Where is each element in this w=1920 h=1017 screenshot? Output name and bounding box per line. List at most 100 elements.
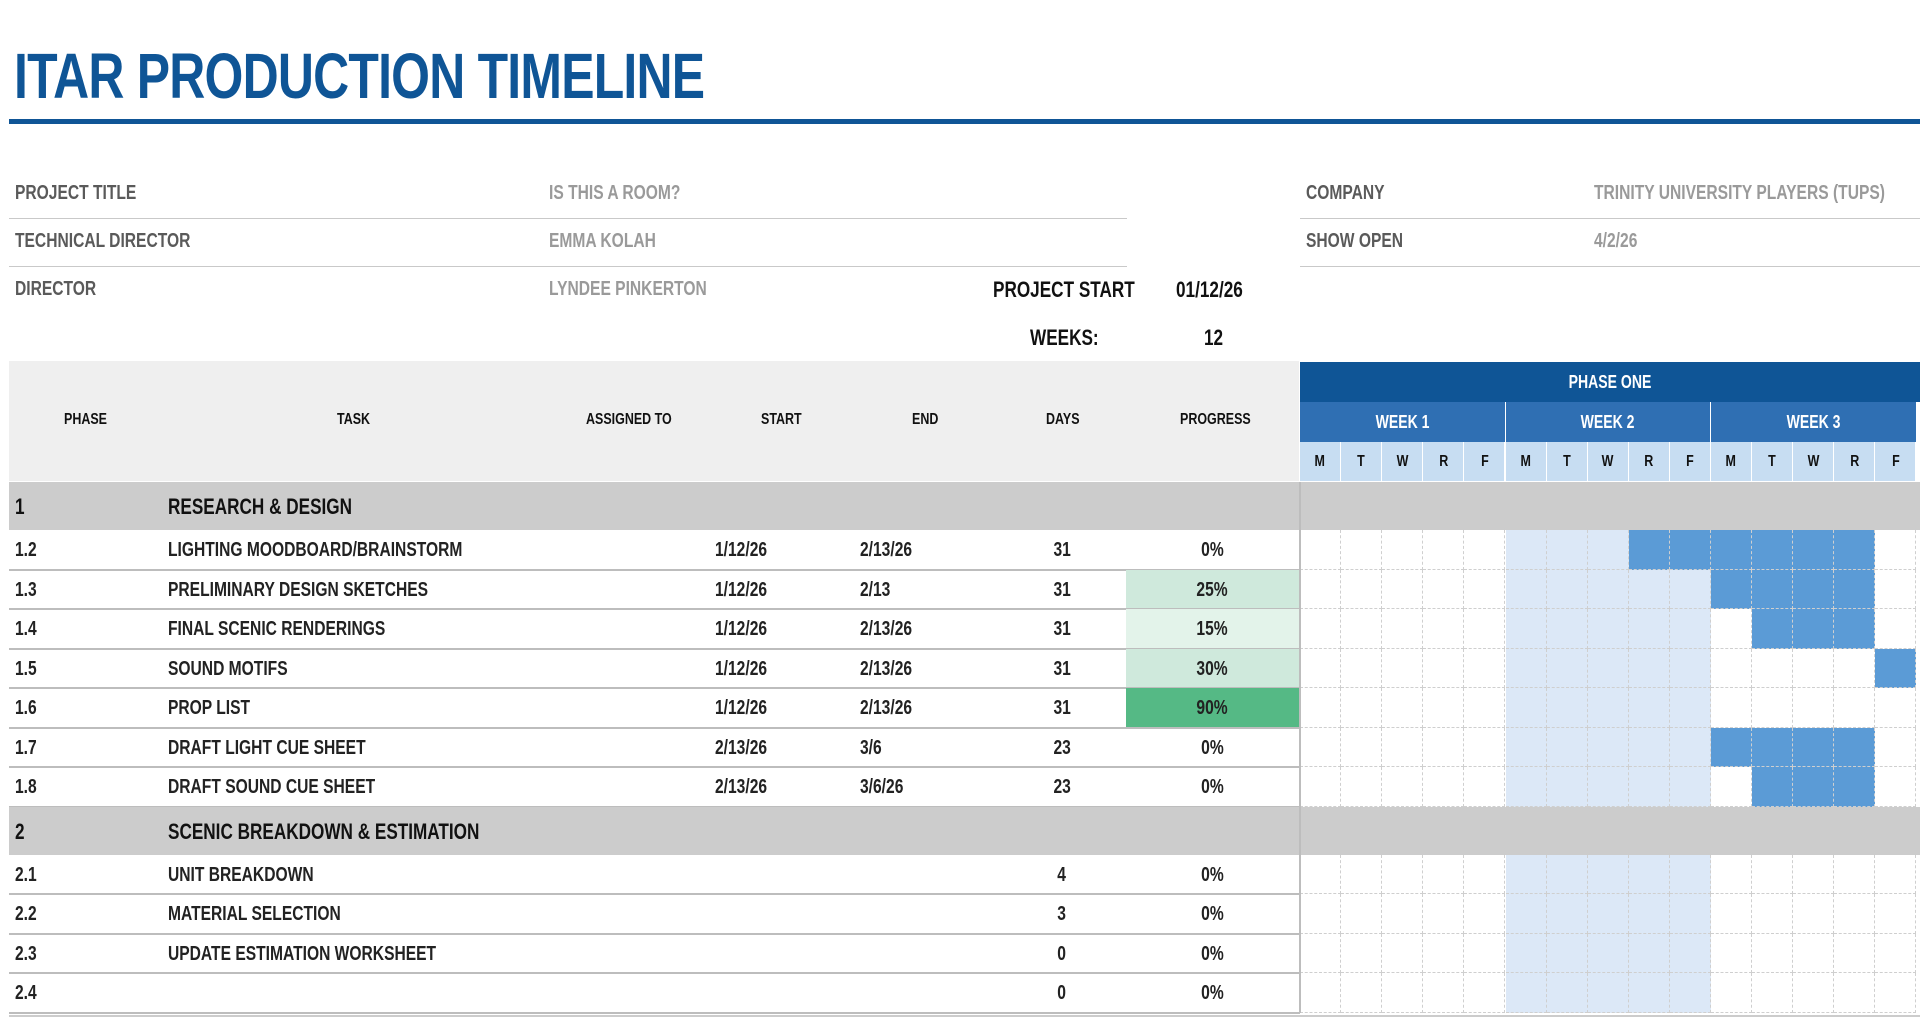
gantt-cell[interactable]	[1505, 648, 1547, 688]
gantt-cell[interactable]	[1382, 973, 1424, 1013]
task-end[interactable]: 2/13/26	[860, 618, 927, 641]
task-phase[interactable]: 1.6	[15, 697, 43, 720]
gantt-cell[interactable]	[1300, 973, 1342, 1013]
gantt-cell[interactable]	[1587, 609, 1629, 649]
gantt-cell[interactable]	[1834, 973, 1876, 1013]
task-end[interactable]: 2/13/26	[860, 697, 927, 720]
gantt-cell[interactable]	[1464, 894, 1506, 934]
gantt-cell[interactable]	[1423, 973, 1465, 1013]
task-days[interactable]: 31	[1010, 579, 1114, 602]
task-progress[interactable]: 0%	[1126, 864, 1299, 887]
gantt-cell[interactable]	[1464, 973, 1506, 1013]
gantt-cell[interactable]	[1628, 609, 1670, 649]
gantt-cell[interactable]	[1505, 530, 1547, 570]
task-name[interactable]: LIGHTING MOODBOARD/BRAINSTORM	[168, 539, 545, 562]
gantt-cell[interactable]	[1464, 767, 1506, 807]
gantt-cell[interactable]	[1711, 688, 1753, 728]
task-name[interactable]: UPDATE ESTIMATION WORKSHEET	[168, 943, 512, 966]
task-name[interactable]: FINAL SCENIC RENDERINGS	[168, 618, 447, 641]
gantt-cell[interactable]	[1382, 609, 1424, 649]
gantt-cell[interactable]	[1587, 767, 1629, 807]
gantt-cell[interactable]	[1875, 569, 1917, 609]
task-phase[interactable]: 1.8	[15, 776, 43, 799]
gantt-cell[interactable]	[1587, 933, 1629, 973]
gantt-cell[interactable]	[1793, 688, 1835, 728]
gantt-cell[interactable]	[1300, 688, 1342, 728]
gantt-cell[interactable]	[1711, 854, 1753, 894]
gantt-cell[interactable]	[1382, 767, 1424, 807]
column-header-task[interactable]: TASK	[337, 411, 379, 429]
task-phase[interactable]: 2.3	[15, 943, 43, 966]
task-days[interactable]: 0	[1010, 943, 1114, 966]
gantt-cell[interactable]	[1587, 569, 1629, 609]
task-progress[interactable]: 25%	[1126, 579, 1299, 602]
gantt-cell[interactable]	[1711, 609, 1753, 649]
gantt-cell[interactable]	[1669, 933, 1711, 973]
task-end[interactable]: 2/13/26	[860, 658, 927, 681]
task-progress[interactable]: 0%	[1126, 982, 1299, 1005]
task-days[interactable]: 31	[1010, 697, 1114, 720]
task-progress[interactable]: 0%	[1126, 539, 1299, 562]
gantt-cell[interactable]	[1423, 530, 1465, 570]
gantt-cell[interactable]	[1875, 894, 1917, 934]
gantt-bar-cell[interactable]	[1628, 530, 1670, 570]
gantt-bar-cell[interactable]	[1834, 767, 1876, 807]
gantt-cell[interactable]	[1711, 648, 1753, 688]
gantt-cell[interactable]	[1587, 894, 1629, 934]
gantt-cell[interactable]	[1423, 569, 1465, 609]
column-header-start[interactable]: START	[761, 411, 813, 429]
gantt-cell[interactable]	[1546, 727, 1588, 767]
gantt-cell[interactable]	[1464, 569, 1506, 609]
gantt-cell[interactable]	[1505, 767, 1547, 807]
gantt-cell[interactable]	[1341, 933, 1383, 973]
gantt-bar-cell[interactable]	[1834, 530, 1876, 570]
gantt-cell[interactable]	[1752, 933, 1794, 973]
gantt-cell[interactable]	[1382, 530, 1424, 570]
gantt-cell[interactable]	[1546, 648, 1588, 688]
gantt-cell[interactable]	[1587, 530, 1629, 570]
column-header-assigned[interactable]: ASSIGNED TO	[586, 411, 696, 429]
task-phase[interactable]: 1.7	[15, 737, 43, 760]
gantt-cell[interactable]	[1793, 973, 1835, 1013]
gantt-cell[interactable]	[1300, 894, 1342, 934]
task-start[interactable]: 1/12/26	[715, 697, 782, 720]
gantt-cell[interactable]	[1546, 933, 1588, 973]
task-name[interactable]: SOUND MOTIFS	[168, 658, 321, 681]
gantt-cell[interactable]	[1669, 569, 1711, 609]
gantt-cell[interactable]	[1587, 688, 1629, 728]
gantt-bar-cell[interactable]	[1793, 609, 1835, 649]
technical-director-value[interactable]: EMMA KOLAH	[549, 230, 686, 253]
gantt-cell[interactable]	[1875, 933, 1917, 973]
gantt-cell[interactable]	[1875, 530, 1917, 570]
gantt-cell[interactable]	[1382, 727, 1424, 767]
gantt-bar-cell[interactable]	[1834, 727, 1876, 767]
gantt-bar-cell[interactable]	[1875, 648, 1917, 688]
gantt-cell[interactable]	[1628, 727, 1670, 767]
gantt-cell[interactable]	[1793, 648, 1835, 688]
gantt-cell[interactable]	[1793, 894, 1835, 934]
gantt-cell[interactable]	[1341, 688, 1383, 728]
gantt-cell[interactable]	[1300, 648, 1342, 688]
gantt-cell[interactable]	[1546, 854, 1588, 894]
gantt-cell[interactable]	[1587, 854, 1629, 894]
task-days[interactable]: 31	[1010, 658, 1114, 681]
gantt-cell[interactable]	[1752, 973, 1794, 1013]
gantt-cell[interactable]	[1423, 648, 1465, 688]
gantt-bar-cell[interactable]	[1711, 727, 1753, 767]
gantt-cell[interactable]	[1793, 933, 1835, 973]
gantt-cell[interactable]	[1382, 648, 1424, 688]
gantt-cell[interactable]	[1669, 767, 1711, 807]
gantt-cell[interactable]	[1464, 609, 1506, 649]
gantt-cell[interactable]	[1300, 609, 1342, 649]
gantt-cell[interactable]	[1669, 854, 1711, 894]
task-progress[interactable]: 0%	[1126, 737, 1299, 760]
gantt-cell[interactable]	[1628, 688, 1670, 728]
gantt-bar-cell[interactable]	[1669, 530, 1711, 570]
gantt-cell[interactable]	[1628, 767, 1670, 807]
gantt-cell[interactable]	[1875, 973, 1917, 1013]
task-name[interactable]: PRELIMINARY DESIGN SKETCHES	[168, 579, 501, 602]
gantt-cell[interactable]	[1628, 973, 1670, 1013]
gantt-cell[interactable]	[1628, 894, 1670, 934]
task-name[interactable]: PROP LIST	[168, 697, 273, 720]
task-days[interactable]: 23	[1010, 737, 1114, 760]
